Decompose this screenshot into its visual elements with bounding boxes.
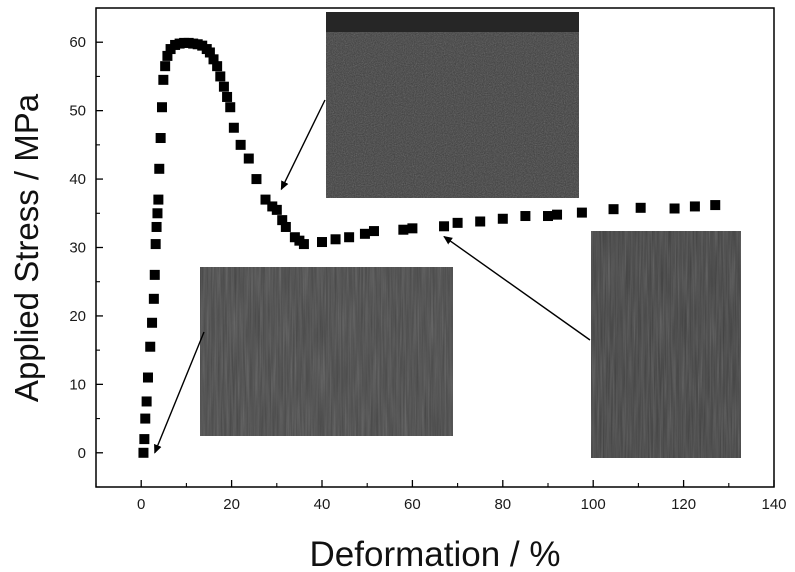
data-point [160, 61, 171, 72]
data-point [140, 413, 151, 424]
data-point [439, 221, 450, 232]
data-point [218, 81, 229, 92]
data-point [141, 396, 152, 407]
data-point [359, 228, 370, 239]
x-tick-label: 80 [494, 496, 511, 513]
data-point [212, 61, 223, 72]
x-tick-label: 120 [671, 496, 696, 513]
data-point [520, 211, 531, 222]
x-tick-label: 100 [581, 496, 606, 513]
data-point [608, 204, 619, 215]
x-tick-label: 60 [404, 496, 421, 513]
data-point [235, 139, 246, 150]
data-point [398, 224, 409, 235]
data-point [149, 269, 160, 280]
data-point [151, 221, 162, 232]
data-point [155, 133, 166, 144]
data-point [368, 226, 379, 237]
data-point [215, 71, 226, 82]
data-point [669, 203, 680, 214]
data-point [344, 232, 355, 243]
data-point [228, 122, 239, 133]
y-tick-label: 30 [69, 240, 86, 257]
sem-inset-lower-left [200, 267, 453, 436]
data-point [139, 434, 150, 445]
y-tick-label: 40 [69, 171, 86, 188]
data-point [452, 217, 463, 228]
data-point [162, 50, 173, 61]
data-point [260, 194, 271, 205]
sem-inset-upper-strip [326, 12, 579, 32]
data-point [576, 207, 587, 218]
data-point [152, 208, 163, 219]
data-point [142, 372, 153, 383]
y-tick-label: 10 [69, 376, 86, 393]
data-point [154, 163, 165, 174]
arrow-sem-inset-lower-left [154, 331, 205, 454]
y-tick-label: 0 [78, 445, 86, 462]
data-point [158, 74, 169, 85]
data-point [204, 47, 215, 58]
arrow-sem-inset-right [443, 235, 591, 341]
data-point [635, 202, 646, 213]
data-point [689, 201, 700, 212]
data-point [330, 234, 341, 245]
x-axis-title: Deformation / % [310, 535, 561, 572]
sem-inset-upper [326, 12, 579, 198]
data-point [407, 223, 418, 234]
data-point [243, 153, 254, 164]
data-point [497, 213, 508, 224]
x-axis-ticks: 0 20 40 60 80 100 120 140 [95, 480, 787, 513]
y-tick-label: 60 [69, 34, 86, 51]
data-point [138, 447, 149, 458]
y-tick-label: 20 [69, 308, 86, 325]
data-point [148, 293, 159, 304]
y-axis-ticks: 0 10 20 30 40 50 60 [69, 7, 103, 488]
x-tick-label: 20 [223, 496, 240, 513]
data-point [317, 237, 327, 248]
data-point [156, 102, 167, 113]
data-point [271, 204, 282, 215]
inset-arrows [154, 99, 591, 454]
data-point [145, 341, 156, 352]
data-point [251, 174, 262, 185]
data-point [543, 211, 553, 222]
data-point [222, 91, 233, 102]
x-tick-label: 40 [314, 496, 331, 513]
sem-inset-right [591, 231, 741, 458]
data-point [710, 200, 721, 211]
x-tick-label: 140 [761, 496, 786, 513]
arrow-sem-inset-upper [280, 99, 326, 191]
data-point [150, 239, 161, 250]
data-point [280, 221, 291, 232]
y-tick-label: 50 [69, 103, 86, 120]
x-tick-label: 0 [137, 496, 145, 513]
data-point [298, 239, 309, 250]
data-point [475, 216, 486, 227]
data-markers [138, 37, 721, 458]
sem-insets [200, 12, 741, 458]
data-point [208, 54, 219, 65]
data-point [225, 102, 236, 113]
y-axis-title: Applied Stress / MPa [8, 93, 45, 402]
data-point [153, 194, 164, 205]
data-point [552, 209, 563, 220]
data-point [277, 215, 288, 226]
data-point [147, 317, 158, 328]
